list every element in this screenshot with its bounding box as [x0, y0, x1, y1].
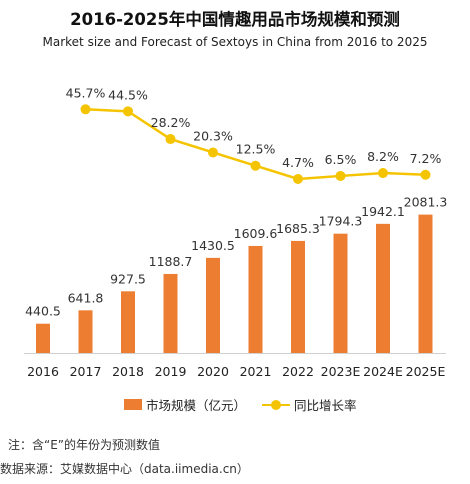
- growth-rate-point-2020: [208, 147, 218, 158]
- growth-rate-label-2018: 44.5%: [108, 87, 148, 102]
- bar-2023E: [333, 233, 348, 353]
- chart-title: 2016-2025年中国情趣用品市场规模和预测: [70, 10, 400, 29]
- bar-2025E: [418, 214, 433, 353]
- bar-value-label-2025E: 2081.3: [404, 195, 448, 210]
- legend-label-market-size: 市场规模（亿元）: [146, 398, 247, 413]
- bar-value-label-2019: 1188.7: [149, 254, 193, 269]
- legend-item-growth-rate: 同比增长率: [262, 395, 357, 414]
- bar-value-label-2016: 440.5: [25, 304, 61, 319]
- growth-rate-label-2019: 28.2%: [151, 115, 191, 130]
- legend-bar-swatch: [124, 399, 142, 410]
- x-tick-label-2018: 2018: [112, 364, 144, 379]
- growth-rate-label-2020: 20.3%: [193, 128, 233, 143]
- x-tick-label-2019: 2019: [155, 364, 187, 379]
- growth-rate-label-2017: 45.7%: [66, 85, 106, 100]
- x-tick-label-2017: 2017: [70, 364, 102, 379]
- growth-rate-point-2022: [293, 174, 303, 184]
- bar-value-label-2024E: 1942.1: [361, 204, 405, 219]
- x-tick-label-2020: 2020: [197, 364, 229, 379]
- footnote: 注：含“E”的年份为预测数值: [8, 438, 161, 452]
- bar-2018: [121, 291, 135, 353]
- legend-item-market-size: 市场规模（亿元）: [124, 395, 246, 414]
- growth-rate-point-2019: [165, 134, 176, 145]
- bar-value-label-2021: 1609.6: [234, 226, 278, 241]
- bar-2017: [78, 310, 93, 353]
- bar-2020: [206, 257, 220, 353]
- growth-rate-point-2024E: [378, 168, 388, 179]
- bar-2016: [36, 323, 50, 353]
- bar-2021: [248, 245, 263, 353]
- x-tick-label-2021: 2021: [240, 364, 272, 379]
- bar-value-label-2017: 641.8: [68, 290, 104, 305]
- bar-2019: [163, 273, 178, 353]
- x-tick-label-2024E: 2024E: [363, 364, 403, 379]
- bar-value-label-2022: 1685.3: [276, 221, 320, 236]
- data-source: 数据来源：艾媒数据中心（data.iimedia.cn）: [0, 462, 249, 476]
- growth-rate-point-2025E: [420, 169, 431, 180]
- chart-plot: 440.5 2016 641.8 2017 927.5 2018 1188.7 2019 143…: [24, 85, 448, 379]
- growth-rate-point-2023E: [335, 170, 346, 181]
- growth-rate-label-2022: 4.7%: [282, 155, 314, 170]
- growth-rate-point-2021: [250, 160, 261, 171]
- legend-line-swatch: [262, 399, 290, 411]
- chart-subtitle: Market size and Forecast of Sextoys in C…: [42, 35, 428, 49]
- bar-value-label-2018: 927.5: [110, 271, 146, 286]
- growth-rate-label-2025E: 7.2%: [410, 151, 442, 166]
- growth-rate-point-2017: [80, 104, 91, 115]
- growth-rate-label-2021: 12.5%: [236, 142, 276, 157]
- bar-value-label-2020: 1430.5: [191, 238, 235, 253]
- x-tick-label-2016: 2016: [27, 364, 59, 379]
- x-tick-label-2025E: 2025E: [406, 364, 446, 379]
- bar-2022: [291, 240, 305, 353]
- x-tick-label-2022: 2022: [282, 364, 314, 379]
- bar-value-label-2023E: 1794.3: [319, 214, 363, 229]
- legend-label-growth-rate: 同比增长率: [294, 398, 357, 413]
- growth-rate-label-2024E: 8.2%: [367, 149, 399, 164]
- bar-2024E: [376, 223, 390, 353]
- growth-rate-label-2023E: 6.5%: [325, 152, 357, 167]
- x-tick-label-2023E: 2023E: [321, 364, 361, 379]
- growth-rate-point-2018: [123, 106, 133, 117]
- legend: 市场规模（亿元） 同比增长率: [0, 395, 470, 415]
